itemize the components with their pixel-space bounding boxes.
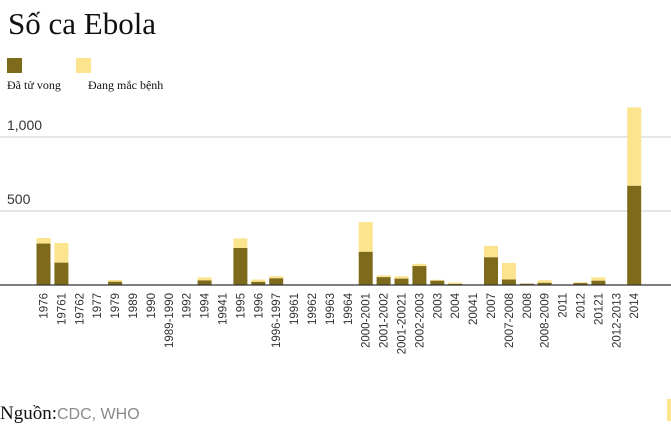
bar-cases-1996 (251, 279, 266, 282)
bar-cases-2001-20021 (394, 276, 409, 279)
bar-deaths-2012 (573, 283, 588, 285)
bar-deaths-2002-2003 (412, 266, 427, 285)
x-tick-label: 19961 (289, 293, 301, 325)
x-tick-label: 19762 (74, 293, 86, 325)
bar-cases-1976 (36, 237, 51, 244)
x-tick-label: 2014 (629, 292, 641, 318)
x-tick-label: 1995 (235, 293, 247, 319)
x-tick-label: 1989-1990 (164, 293, 176, 348)
bar-deaths-2001-20021 (394, 278, 409, 285)
x-tick-label: 2007 (486, 293, 498, 319)
bar-deaths-2008-2009 (537, 282, 552, 285)
source-value: CDC, WHO (57, 406, 140, 423)
x-tick-label: 2008 (522, 293, 534, 319)
x-tick-label: 2004 (450, 292, 462, 318)
bar-deaths-1996 (251, 281, 266, 285)
x-tick-label: 20121 (593, 293, 605, 325)
bar-cases-2002-2003 (412, 263, 427, 267)
x-tick-label: 1977 (92, 293, 104, 319)
x-tick-label: 2012-2013 (611, 293, 623, 348)
bar-cases-20121 (591, 277, 606, 281)
bar-cases-2004 (448, 282, 463, 284)
bar-deaths-2007-2008 (501, 279, 516, 285)
x-tick-label: 2008-2009 (540, 293, 552, 348)
x-tick-label: 1992 (182, 293, 194, 319)
x-tick-label: 19962 (307, 293, 319, 325)
bar-deaths-2003 (430, 280, 445, 285)
x-tick-label: 1990 (146, 293, 158, 319)
source: Nguồn:CDC, WHO (0, 403, 140, 425)
bar-deaths-1996-1997 (269, 278, 284, 285)
bar-deaths-1995 (233, 248, 248, 285)
bar-cases-2012 (573, 282, 588, 284)
chart-plot: 500 1,000 1976 19761 19762 1977 1979 1989 1990 19… (0, 107, 671, 354)
bar-deaths-1976 (36, 243, 51, 285)
legend-label-cases: Đang mắc bệnh (88, 78, 164, 92)
y-tick-label: 500 (7, 191, 31, 207)
bar-deaths-19761 (54, 262, 69, 285)
x-tick-label: 2002-2003 (414, 293, 426, 348)
bar-cases-19761 (54, 242, 69, 263)
y-tick-label: 1,000 (7, 117, 42, 133)
bar-cases-1995 (233, 238, 248, 248)
bar-deaths-1979 (108, 281, 123, 285)
x-tick-label: 19964 (343, 292, 355, 325)
x-tick-label: 1976 (39, 293, 51, 319)
x-tick-label: 19761 (56, 293, 68, 325)
bar-deaths-1994 (197, 280, 212, 285)
chart-title: Số ca Ebola (8, 6, 157, 41)
bar-deaths-2008 (519, 283, 534, 285)
x-tick-label: 19963 (325, 293, 337, 325)
bar-cases-1996-1997 (269, 276, 284, 279)
x-tick-label: 2000-2001 (361, 293, 373, 348)
bar-cases-2000-2001 (358, 222, 373, 252)
bar-cases-1994 (197, 277, 212, 281)
source-label: Nguồn: (0, 403, 57, 424)
bar-deaths-2014 (627, 185, 642, 285)
bar-cases-2008-2009 (537, 280, 552, 283)
x-tick-label: 1996-1997 (271, 293, 283, 348)
bar-cases-2007-2008 (501, 262, 516, 280)
corner-mark (667, 399, 671, 421)
x-tick-label: 1989 (128, 293, 140, 319)
x-tick-label: 20041 (468, 293, 480, 325)
bar-deaths-20121 (591, 280, 606, 285)
bar-deaths-2000-2001 (358, 251, 373, 285)
x-tick-label: 2001-2002 (379, 293, 391, 348)
bar-cases-1979 (108, 279, 123, 282)
bar-cases-2001-2002 (376, 275, 391, 278)
x-tick-label: 2011 (558, 293, 570, 318)
x-tick-label: 1994 (200, 292, 212, 318)
legend-swatch-cases (76, 58, 91, 73)
x-tick-label: 19941 (218, 293, 230, 325)
bar-cases-2007 (484, 245, 498, 258)
x-tick-label: 2007-2008 (504, 293, 516, 348)
bar-cases-2014 (627, 107, 642, 186)
x-tick-label: 1996 (253, 293, 265, 319)
bar-deaths-2007 (484, 257, 498, 285)
x-tick-label: 2001-20021 (397, 293, 409, 354)
x-tick-label: 2012 (576, 293, 588, 319)
bar-deaths-2001-2002 (376, 277, 391, 285)
legend: Đã tử vong Đang mắc bệnh (7, 58, 207, 96)
legend-label-deaths: Đã tử vong (7, 78, 61, 92)
legend-swatch-deaths (7, 58, 22, 73)
x-tick-label: 1979 (110, 293, 122, 319)
x-tick-label: 2003 (432, 293, 444, 319)
bar-cases-2003 (430, 279, 445, 281)
